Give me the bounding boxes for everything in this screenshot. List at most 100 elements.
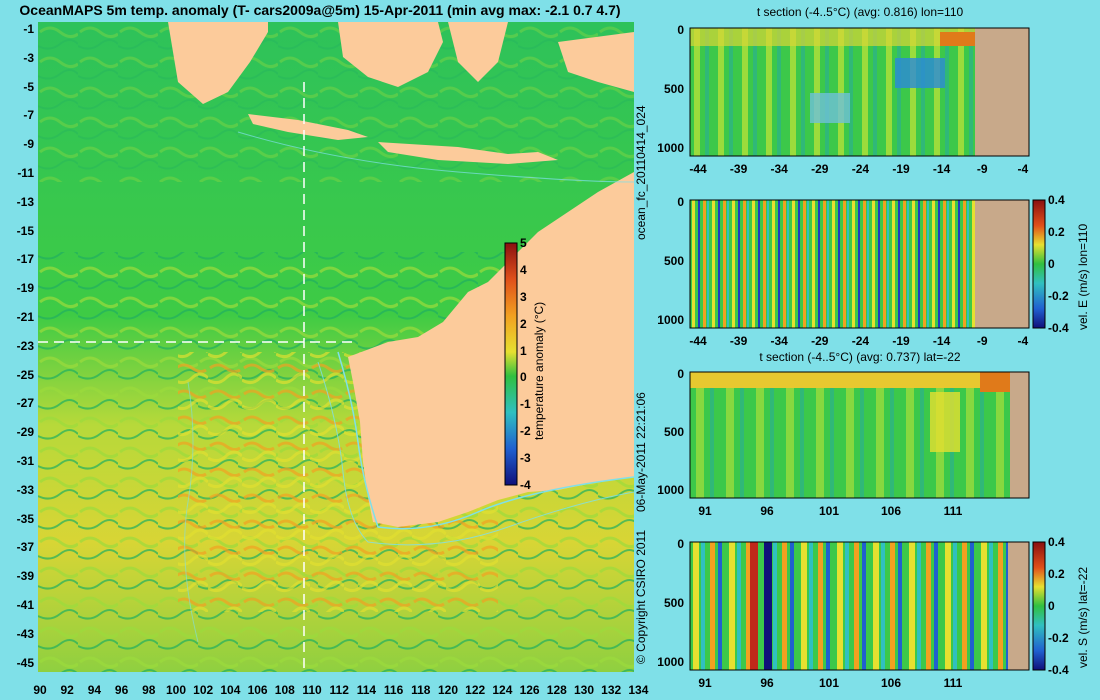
y-tick-label: 500 bbox=[663, 254, 684, 269]
lat-tick-label: -45 bbox=[16, 655, 34, 670]
panel1-title: t section (-4..5°C) (avg: 0.816) lon=110 bbox=[756, 5, 964, 19]
lon-tick-label: 90 bbox=[33, 683, 47, 697]
x-tick-label: -34 bbox=[770, 334, 788, 348]
map-colorbar-tick: 4 bbox=[520, 262, 527, 277]
lon-tick-label: 118 bbox=[411, 683, 431, 697]
panel4-section-plot[interactable] bbox=[689, 541, 1030, 671]
copyright-label: © Copyright CSIRO 2011 bbox=[634, 529, 648, 664]
x-tick-label: -14 bbox=[932, 162, 951, 176]
lat-tick-label: -25 bbox=[16, 367, 34, 382]
lat-tick-label: -33 bbox=[16, 482, 34, 497]
lat-tick-label: -41 bbox=[16, 598, 34, 612]
map-colorbar-tick: -2 bbox=[520, 424, 531, 439]
lon-tick-label: 124 bbox=[492, 683, 513, 697]
lon-tick-label: 96 bbox=[114, 683, 129, 697]
new-guinea-land bbox=[558, 32, 634, 92]
lon-tick-label: 106 bbox=[247, 683, 268, 697]
y-tick-label: 0 bbox=[677, 23, 684, 37]
lat-tick-label: -7 bbox=[23, 108, 34, 123]
lon-tick-label: 98 bbox=[142, 683, 156, 697]
lon-tick-label: 126 bbox=[519, 683, 540, 697]
lon-tick-label: 120 bbox=[437, 683, 459, 697]
x-tick-label: -29 bbox=[811, 162, 829, 176]
temperature-anomaly-map[interactable] bbox=[38, 22, 635, 672]
x-tick-label: 96 bbox=[760, 676, 774, 690]
lat-tick-label: -3 bbox=[23, 50, 34, 65]
y-tick-label: 1000 bbox=[657, 141, 684, 156]
colorbar-tick: -0.4 bbox=[1048, 663, 1069, 677]
x-tick-label: -4 bbox=[1017, 162, 1029, 176]
x-tick-label: -9 bbox=[976, 334, 988, 348]
panel2-colorbar bbox=[1032, 199, 1046, 329]
run-id-label: ocean_fc_20110414_024 bbox=[634, 105, 648, 240]
x-tick-label: 96 bbox=[760, 504, 774, 518]
map-colorbar-tick: 5 bbox=[520, 236, 527, 250]
x-tick-label: -39 bbox=[729, 334, 748, 348]
panel1-section-plot[interactable] bbox=[689, 27, 1030, 157]
lon-tick-label: 122 bbox=[465, 683, 486, 697]
lon-tick-label: 108 bbox=[274, 683, 295, 697]
x-tick-label: 111 bbox=[943, 504, 963, 518]
x-tick-label: 101 bbox=[818, 676, 840, 690]
x-tick-label: 91 bbox=[698, 504, 712, 518]
colorbar-tick: 0.2 bbox=[1048, 567, 1065, 581]
lat-tick-label: -37 bbox=[16, 540, 34, 555]
lon-tick-label: 112 bbox=[329, 683, 349, 697]
panel4-colorbar-label: vel. S (m/s) lat=-22 bbox=[1076, 566, 1090, 668]
map-colorbar-tick: 0 bbox=[520, 370, 527, 385]
lat-tick-label: -19 bbox=[16, 281, 34, 296]
y-tick-label: 1000 bbox=[657, 655, 684, 670]
x-tick-label: 106 bbox=[880, 504, 902, 518]
timestamp-label: 06-May-2011 22:21:06 bbox=[634, 392, 648, 512]
lat-tick-label: -31 bbox=[16, 454, 34, 468]
lon-tick-label: 134 bbox=[628, 683, 649, 697]
x-tick-label: -4 bbox=[1017, 334, 1029, 348]
lat-tick-label: -27 bbox=[16, 396, 34, 411]
x-tick-label: -44 bbox=[689, 334, 707, 348]
y-tick-label: 0 bbox=[677, 367, 684, 381]
lat-tick-label: -35 bbox=[16, 511, 34, 526]
lat-tick-label: -29 bbox=[16, 425, 34, 440]
panel3-section-plot[interactable] bbox=[689, 371, 1030, 499]
x-tick-label: -29 bbox=[811, 334, 829, 348]
lon-tick-label: 92 bbox=[60, 683, 74, 697]
lon-tick-label: 116 bbox=[383, 683, 404, 697]
x-tick-label: 106 bbox=[880, 676, 902, 690]
x-tick-label: 101 bbox=[818, 504, 840, 518]
x-tick-label: -19 bbox=[892, 334, 910, 348]
lat-tick-label: -43 bbox=[16, 626, 34, 641]
colorbar-tick: -0.2 bbox=[1048, 289, 1069, 303]
sumatra-java-land bbox=[168, 22, 268, 104]
borneo-land bbox=[338, 22, 443, 87]
lon-tick-label: 114 bbox=[356, 683, 377, 697]
y-tick-label: 0 bbox=[677, 537, 684, 551]
x-tick-label: -9 bbox=[976, 162, 988, 176]
x-tick-label: -19 bbox=[892, 162, 910, 176]
map-colorbar-tick: -3 bbox=[520, 451, 531, 466]
lat-tick-label: -11 bbox=[17, 166, 34, 180]
map-colorbar-tick: 1 bbox=[520, 343, 527, 358]
colorbar-tick: 0.4 bbox=[1048, 193, 1065, 207]
x-tick-label: -24 bbox=[851, 162, 870, 176]
x-tick-label: -44 bbox=[689, 162, 707, 176]
panel2-section-plot[interactable] bbox=[689, 199, 1030, 329]
map-colorbar bbox=[504, 242, 518, 486]
map-colorbar-tick: 3 bbox=[520, 289, 527, 304]
lon-tick-label: 132 bbox=[601, 683, 622, 697]
colorbar-tick: 0 bbox=[1048, 257, 1055, 271]
map-colorbar-tick: 2 bbox=[520, 316, 527, 331]
x-tick-label: 91 bbox=[698, 676, 712, 690]
x-tick-label: -24 bbox=[851, 334, 870, 348]
lon-tick-label: 128 bbox=[546, 683, 567, 697]
java-strip-land bbox=[248, 114, 368, 140]
page-title: OceanMAPS 5m temp. anomaly (T- cars2009a… bbox=[19, 2, 621, 18]
colorbar-tick: 0 bbox=[1048, 599, 1055, 613]
colorbar-tick: -0.2 bbox=[1048, 631, 1069, 645]
lon-tick-label: 130 bbox=[573, 683, 595, 697]
colorbar-tick: 0.2 bbox=[1048, 225, 1065, 239]
y-tick-label: 1000 bbox=[657, 313, 684, 328]
colorbar-tick: 0.4 bbox=[1048, 535, 1065, 549]
x-tick-label: -39 bbox=[729, 162, 748, 176]
nusa-tenggara-land bbox=[378, 142, 558, 164]
lon-tick-label: 94 bbox=[87, 683, 102, 697]
